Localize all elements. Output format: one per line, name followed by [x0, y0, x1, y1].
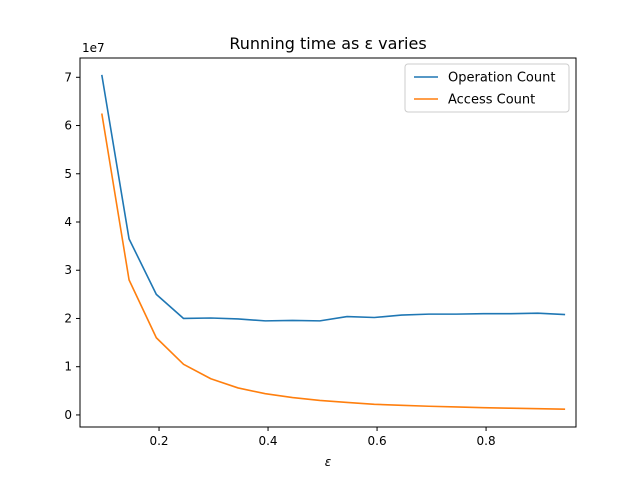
y-tick-label: 6	[64, 119, 72, 133]
x-tick-label: 0.4	[258, 434, 277, 448]
series-line-operation-count	[101, 74, 566, 322]
plot-frame	[79, 57, 577, 428]
y-tick-label: 2	[64, 311, 72, 325]
y-tick-label: 7	[64, 70, 72, 84]
x-tick-label: 0.6	[368, 434, 387, 448]
chart-title: Running time as ε varies	[229, 34, 426, 53]
plot-area: 0.2 0.4 0.6 0.8 0 1 2 3 4 5 6 7	[64, 57, 577, 448]
x-tick-label: 0.8	[477, 434, 496, 448]
y-tick-label: 5	[64, 167, 72, 181]
y-tick-label: 1	[64, 360, 72, 374]
series-line-access-count	[101, 113, 566, 410]
legend: Operation Count Access Count	[404, 63, 570, 113]
legend-label: Access Count	[448, 93, 535, 108]
legend-box	[404, 63, 570, 113]
y-tick-label: 4	[64, 215, 72, 229]
x-axis-label: ε	[325, 455, 332, 469]
y-tick-label: 0	[64, 408, 72, 422]
y-scale-label: 1e7	[82, 41, 105, 55]
x-tick-label: 0.2	[149, 434, 168, 448]
legend-label: Operation Count	[448, 71, 555, 86]
y-tick-label: 3	[64, 263, 72, 277]
